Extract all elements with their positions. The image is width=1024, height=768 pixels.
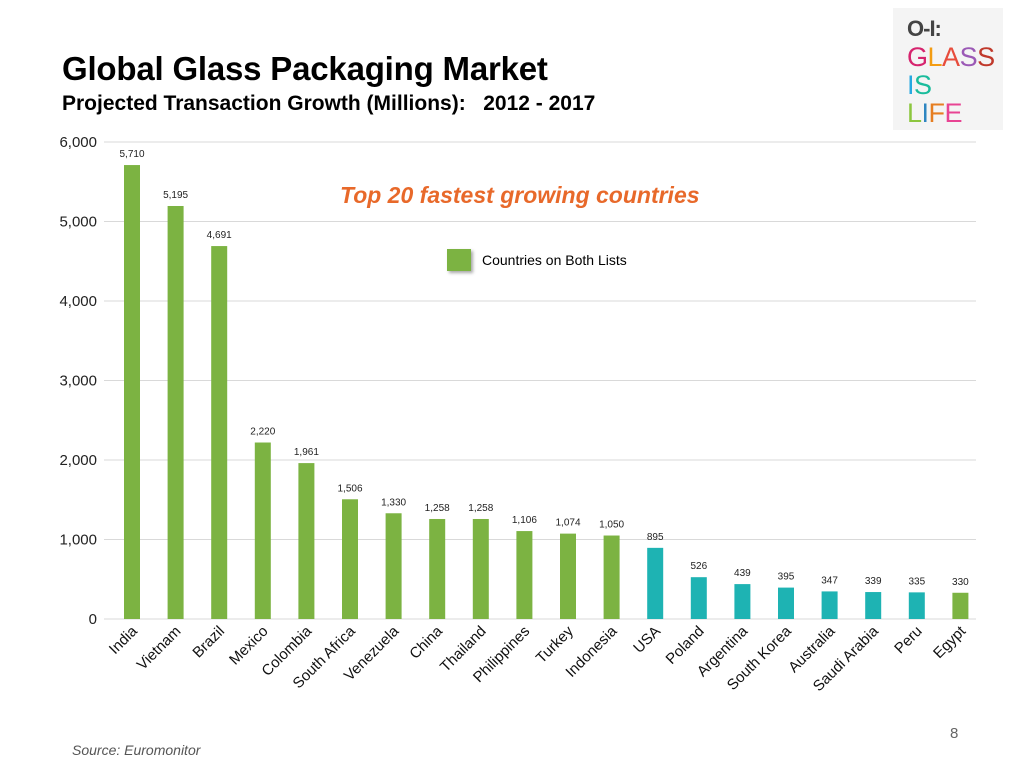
bar <box>952 592 969 619</box>
y-tick-label: 1,000 <box>59 532 97 549</box>
bar <box>821 591 838 619</box>
category-label: Peru <box>891 623 925 657</box>
bar <box>734 584 751 619</box>
source-note: Source: Euromonitor <box>72 742 201 758</box>
chart-legend: Countries on Both Lists <box>447 249 627 271</box>
legend-label: Countries on Both Lists <box>482 252 627 268</box>
value-label: 1,961 <box>294 447 319 458</box>
value-label: 1,074 <box>555 518 580 529</box>
bar <box>298 463 315 619</box>
bar <box>167 205 184 619</box>
category-label: India <box>106 622 141 657</box>
logo-line-life: LIFE <box>907 98 963 128</box>
value-label: 895 <box>647 532 664 543</box>
legend-swatch <box>447 249 471 271</box>
logo-letter: G <box>907 42 928 72</box>
bar <box>603 535 620 619</box>
logo-letter: F <box>928 98 946 128</box>
logo-line-is: IS <box>907 72 932 99</box>
value-label: 1,506 <box>337 483 362 494</box>
y-tick-label: 5,000 <box>59 214 97 231</box>
oi-glass-is-life-logo: O-I: GLASS IS LIFE <box>893 8 1003 130</box>
bar <box>690 577 707 619</box>
value-label: 439 <box>734 568 751 579</box>
y-tick-label: 2,000 <box>59 452 97 469</box>
value-label: 4,691 <box>207 230 232 241</box>
y-tick-label: 6,000 <box>59 134 97 151</box>
value-label: 347 <box>821 575 838 586</box>
value-label: 395 <box>778 572 795 583</box>
slide-subtitle: Projected Transaction Growth (Millions):… <box>62 92 596 115</box>
bar <box>865 592 882 619</box>
category-label: China <box>406 622 446 662</box>
oi-logo-mark: O-I: <box>907 16 942 41</box>
slide-title: Global Glass Packaging Market <box>62 50 548 87</box>
bar <box>385 513 402 619</box>
logo-letter: S <box>977 42 995 72</box>
y-tick-label: 4,000 <box>59 293 97 310</box>
bar <box>429 518 446 619</box>
logo-letter: S <box>959 42 978 72</box>
logo-letter: S <box>914 70 932 100</box>
logo-letter: E <box>944 98 963 128</box>
logo-letter: I <box>921 98 930 128</box>
chart-annotation: Top 20 fastest growing countries <box>340 182 700 208</box>
bar <box>472 518 489 619</box>
value-label: 2,220 <box>250 427 275 438</box>
bar <box>342 499 358 619</box>
y-tick-label: 0 <box>89 611 97 628</box>
value-label: 1,050 <box>599 520 624 531</box>
logo-line-glass: GLASS <box>907 44 995 71</box>
logo-letter: L <box>927 42 943 72</box>
bar <box>254 442 271 619</box>
value-label: 1,330 <box>381 497 406 508</box>
page-number: 8 <box>950 725 959 742</box>
category-label: Vietnam <box>134 623 185 674</box>
category-label: Brazil <box>189 623 228 662</box>
value-label: 5,195 <box>163 190 188 201</box>
bar <box>124 165 140 619</box>
bar <box>647 547 664 619</box>
y-tick-label: 3,000 <box>59 373 97 390</box>
value-label: 1,258 <box>425 503 450 514</box>
bar <box>560 533 576 619</box>
bar <box>516 531 533 619</box>
value-label: 526 <box>690 561 707 572</box>
category-label: USA <box>630 623 664 657</box>
value-label: 330 <box>952 577 969 588</box>
value-label: 1,258 <box>468 503 493 514</box>
value-label: 1,106 <box>512 515 537 526</box>
value-label: 335 <box>908 576 925 587</box>
bar <box>778 587 794 619</box>
logo-letter: L <box>907 98 922 128</box>
bar <box>908 592 925 619</box>
category-label: Egypt <box>930 622 970 662</box>
logo-letter: I <box>907 70 915 100</box>
value-label: 339 <box>865 576 882 587</box>
bar <box>211 246 228 620</box>
logo-letter: A <box>942 42 960 72</box>
value-label: 5,710 <box>119 149 144 160</box>
